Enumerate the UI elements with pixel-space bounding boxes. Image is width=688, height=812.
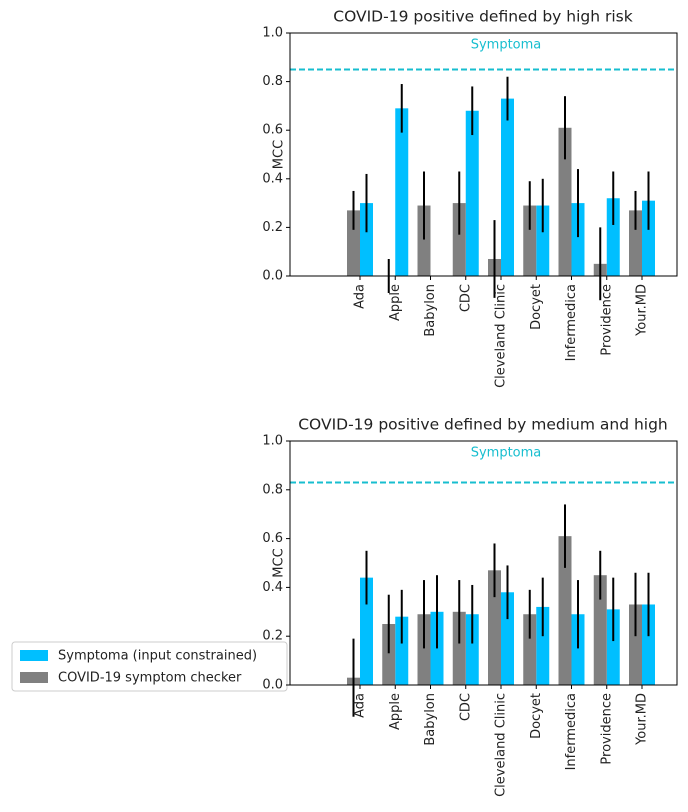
chart-title: COVID-19 positive defined by high risk <box>333 8 633 26</box>
legend-box <box>11 641 288 692</box>
plot-frame <box>289 440 678 686</box>
y-tick-label: 0.0 <box>262 678 283 693</box>
bar <box>465 110 479 276</box>
bar <box>488 570 501 685</box>
bar <box>501 98 514 276</box>
x-tick-label: Babylon <box>423 693 438 746</box>
x-tick-label: Cleveland Clinic <box>494 693 509 797</box>
y-tick-label: 0.0 <box>262 269 283 284</box>
bar <box>593 575 607 685</box>
bar <box>606 609 620 685</box>
bar <box>629 210 642 276</box>
x-tick-label: CDC <box>458 284 473 312</box>
bar <box>558 536 572 685</box>
y-tick-label: 0.4 <box>262 171 283 186</box>
reference-label: Symptoma <box>471 446 542 461</box>
bar <box>606 198 620 276</box>
legend: Symptoma (input constrained) COVID-19 sy… <box>11 641 288 692</box>
x-tick-label: Your.MD <box>635 693 650 746</box>
x-tick-label: Infermedica <box>564 693 579 770</box>
y-tick-label: 0.4 <box>262 580 283 595</box>
legend-swatch <box>20 650 48 661</box>
x-tick-label: Providence <box>599 284 614 356</box>
x-tick-label: Ada <box>353 693 368 718</box>
legend-swatch <box>20 672 48 683</box>
x-tick-label: Apple <box>388 693 403 730</box>
x-tick-label: Docyet <box>529 284 544 330</box>
bar <box>536 606 550 685</box>
x-tick-label: Providence <box>599 693 614 765</box>
bar <box>523 614 537 685</box>
y-tick-label: 0.6 <box>262 123 283 138</box>
bar <box>347 210 360 276</box>
bar <box>382 624 396 685</box>
y-tick-label: 0.8 <box>262 74 283 89</box>
bar <box>452 611 466 685</box>
x-tick-label: Docyet <box>529 693 544 739</box>
x-tick-label: Infermedica <box>564 284 579 361</box>
bar <box>642 604 655 685</box>
bar <box>571 614 585 685</box>
bar <box>558 127 572 277</box>
reference-label: Symptoma <box>471 38 542 53</box>
bar <box>360 577 373 685</box>
x-tick-label: Ada <box>353 284 368 309</box>
y-tick-label: 0.2 <box>262 629 283 644</box>
x-tick-label: Babylon <box>423 284 438 337</box>
legend-label: COVID-19 symptom checker <box>58 671 242 686</box>
bar <box>536 205 550 276</box>
bar <box>501 592 514 685</box>
y-axis-label: MCC <box>272 548 287 577</box>
y-tick-label: 1.0 <box>262 26 283 41</box>
y-tick-label: 0.6 <box>262 531 283 546</box>
bar <box>629 604 642 685</box>
bar <box>523 205 537 276</box>
legend-label: Symptoma (input constrained) <box>58 649 257 664</box>
bar <box>571 203 585 276</box>
plot-frame <box>289 32 678 277</box>
bar <box>417 205 431 276</box>
y-axis-label: MCC <box>272 140 287 169</box>
bar <box>360 203 373 276</box>
x-tick-label: CDC <box>458 693 473 721</box>
x-tick-label: Apple <box>388 284 403 321</box>
x-tick-label: Cleveland Clinic <box>494 284 509 388</box>
y-tick-label: 0.2 <box>262 220 283 235</box>
bar <box>395 108 409 276</box>
bar <box>417 614 431 685</box>
y-tick-label: 0.8 <box>262 482 283 497</box>
bar <box>452 203 466 276</box>
x-tick-label: Your.MD <box>635 284 650 337</box>
bar <box>465 614 479 685</box>
bar <box>395 616 409 685</box>
y-tick-label: 1.0 <box>262 434 283 449</box>
chart-title: COVID-19 positive defined by medium and … <box>298 416 668 434</box>
bar <box>642 200 655 276</box>
